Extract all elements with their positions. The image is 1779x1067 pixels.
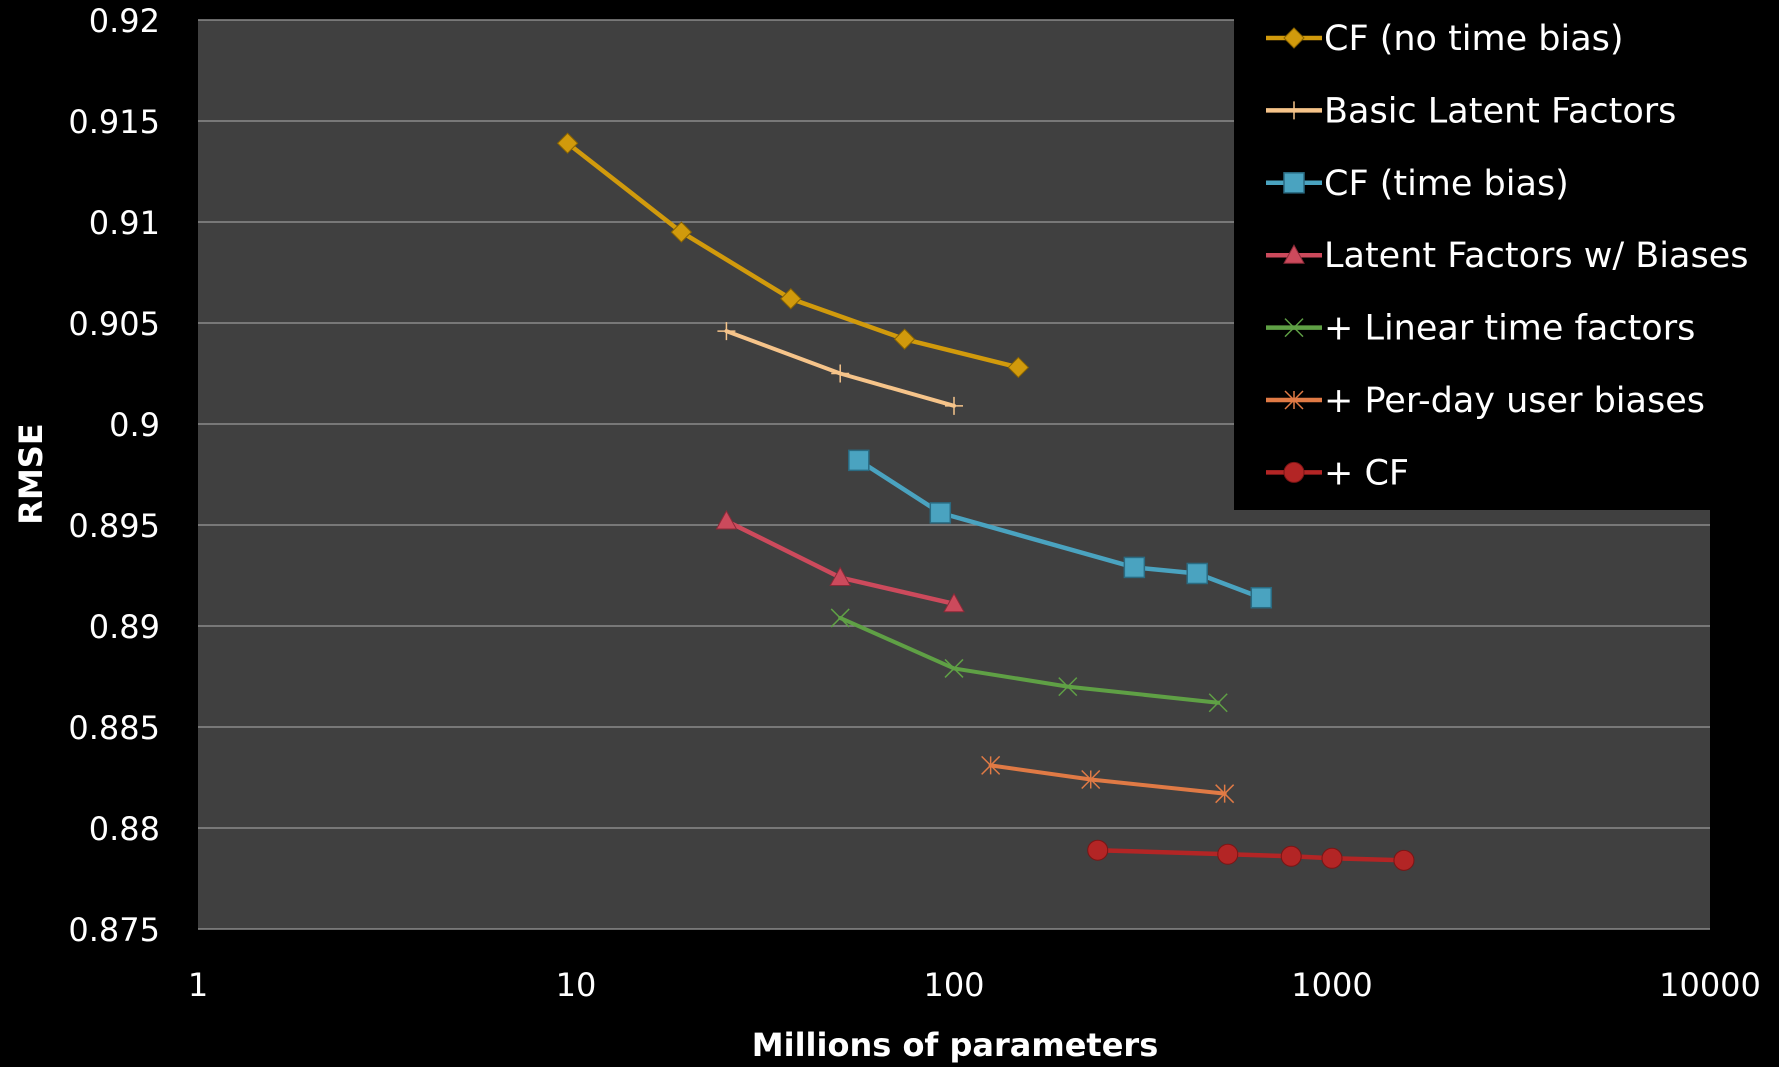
legend-label: + Per-day user biases: [1324, 381, 1705, 421]
legend: CF (no time bias) Basic Latent Factors CF …: [1234, 0, 1779, 510]
data-point: [1280, 845, 1302, 867]
series-1: [717, 322, 963, 415]
series-5: [981, 755, 1235, 804]
data-point: [670, 221, 693, 243]
series-6: [1087, 839, 1415, 871]
series-2: [848, 449, 1273, 609]
data-point: [1217, 843, 1239, 865]
legend-swatch-marker: [1283, 461, 1305, 483]
data-point: [556, 132, 579, 154]
data-point: [945, 396, 963, 415]
x-axis-title: Millions of parameters: [752, 1026, 1158, 1064]
data-point: [848, 449, 870, 472]
legend-label: Latent Factors w/ Biases: [1324, 236, 1748, 276]
y-tick-label: 0.895: [68, 507, 160, 545]
y-tick-label: 0.885: [68, 709, 160, 747]
legend-swatch-marker: [1283, 172, 1305, 194]
y-tick-label: 0.875: [68, 911, 160, 949]
series-layer: [556, 132, 1415, 871]
y-tick-label: 0.89: [89, 608, 160, 646]
data-point: [1123, 556, 1146, 579]
legend-item: + Linear time factors: [1266, 309, 1695, 349]
series-4: [830, 608, 1228, 713]
x-tick-label: 1: [188, 966, 208, 1004]
legend-swatch-marker: [1285, 101, 1303, 120]
data-point: [1186, 562, 1208, 585]
series-0: [556, 132, 1030, 379]
data-point: [944, 658, 964, 678]
x-tick-label: 100: [923, 966, 984, 1004]
data-point: [929, 502, 952, 524]
legend-swatch-marker: [1284, 390, 1304, 410]
data-point: [1393, 849, 1415, 871]
data-point: [831, 364, 850, 383]
data-point: [893, 328, 916, 350]
data-point: [1087, 839, 1109, 861]
legend-label: + Linear time factors: [1324, 309, 1695, 349]
legend-swatch-marker: [1283, 244, 1305, 264]
legend-swatch-marker: [1283, 27, 1305, 49]
series-line: [838, 615, 1221, 705]
legend-label: + CF: [1324, 453, 1409, 493]
data-point: [717, 322, 736, 341]
y-axis-ticks: 0.875 0.88 0.885 0.89 0.895 0.9 0.905 0.91 0.915…: [68, 2, 160, 949]
y-tick-label: 0.905: [68, 305, 160, 343]
data-point: [1208, 693, 1228, 713]
data-point: [780, 288, 802, 310]
data-point: [1321, 847, 1343, 869]
series-3: [715, 509, 965, 613]
legend-box: [1234, 0, 1779, 510]
data-point: [829, 566, 852, 587]
data-point: [1215, 784, 1235, 804]
legend-label: Basic Latent Factors: [1324, 91, 1676, 131]
data-point: [715, 509, 738, 530]
data-point: [1007, 356, 1030, 379]
legend-label: CF (time bias): [1324, 164, 1569, 204]
legend-item: + Per-day user biases: [1266, 381, 1705, 421]
legend-item: Latent Factors w/ Biases: [1266, 236, 1748, 276]
y-tick-label: 0.9: [109, 406, 160, 444]
y-tick-label: 0.88: [89, 810, 160, 848]
y-tick-label: 0.91: [89, 204, 160, 242]
data-point: [1058, 677, 1078, 697]
x-tick-label: 1000: [1291, 966, 1372, 1004]
legend-label: CF (no time bias): [1324, 19, 1624, 59]
y-tick-label: 0.92: [89, 2, 160, 40]
legend-item: CF (time bias): [1266, 164, 1569, 204]
data-point: [943, 592, 965, 613]
legend-item: CF (no time bias): [1266, 19, 1624, 59]
data-point: [1081, 769, 1101, 790]
y-axis-title: RMSE: [12, 423, 50, 524]
x-tick-label: 10: [556, 966, 597, 1004]
legend-item: + CF: [1266, 453, 1409, 493]
data-point: [981, 755, 1001, 775]
x-tick-label: 10000: [1659, 966, 1761, 1004]
data-point: [1250, 586, 1273, 609]
x-axis-ticks: 1 10 100 1000 10000: [188, 966, 1761, 1004]
legend-item: Basic Latent Factors: [1266, 91, 1676, 131]
y-tick-label: 0.915: [68, 103, 160, 141]
data-point: [830, 608, 850, 628]
legend-swatch-marker: [1284, 318, 1304, 338]
